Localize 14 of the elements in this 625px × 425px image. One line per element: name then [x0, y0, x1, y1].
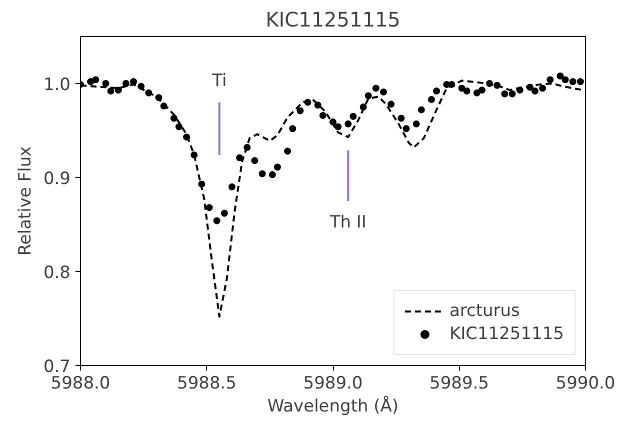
x-tick-label: 5989.5 — [430, 374, 489, 394]
x-axis-title: Wavelength (Å) — [267, 396, 399, 416]
ref-line-label: Ti — [211, 71, 227, 92]
y-tick-label: 0.9 — [43, 169, 71, 189]
x-tick-label: 5990.0 — [556, 374, 616, 394]
y-tick-label: 0.8 — [43, 263, 71, 283]
ref-line-label: Th II — [328, 212, 366, 232]
legend-label: arcturus — [449, 301, 520, 321]
y-axis-title: Relative Flux — [15, 146, 36, 256]
chart-title: KIC11251115 — [266, 8, 400, 32]
y-tick-label: 1.0 — [43, 75, 71, 95]
legend-label: KIC11251115 — [449, 324, 564, 344]
x-tick-label: 5988.5 — [177, 374, 236, 394]
x-tick-label: 5989.0 — [303, 374, 363, 394]
